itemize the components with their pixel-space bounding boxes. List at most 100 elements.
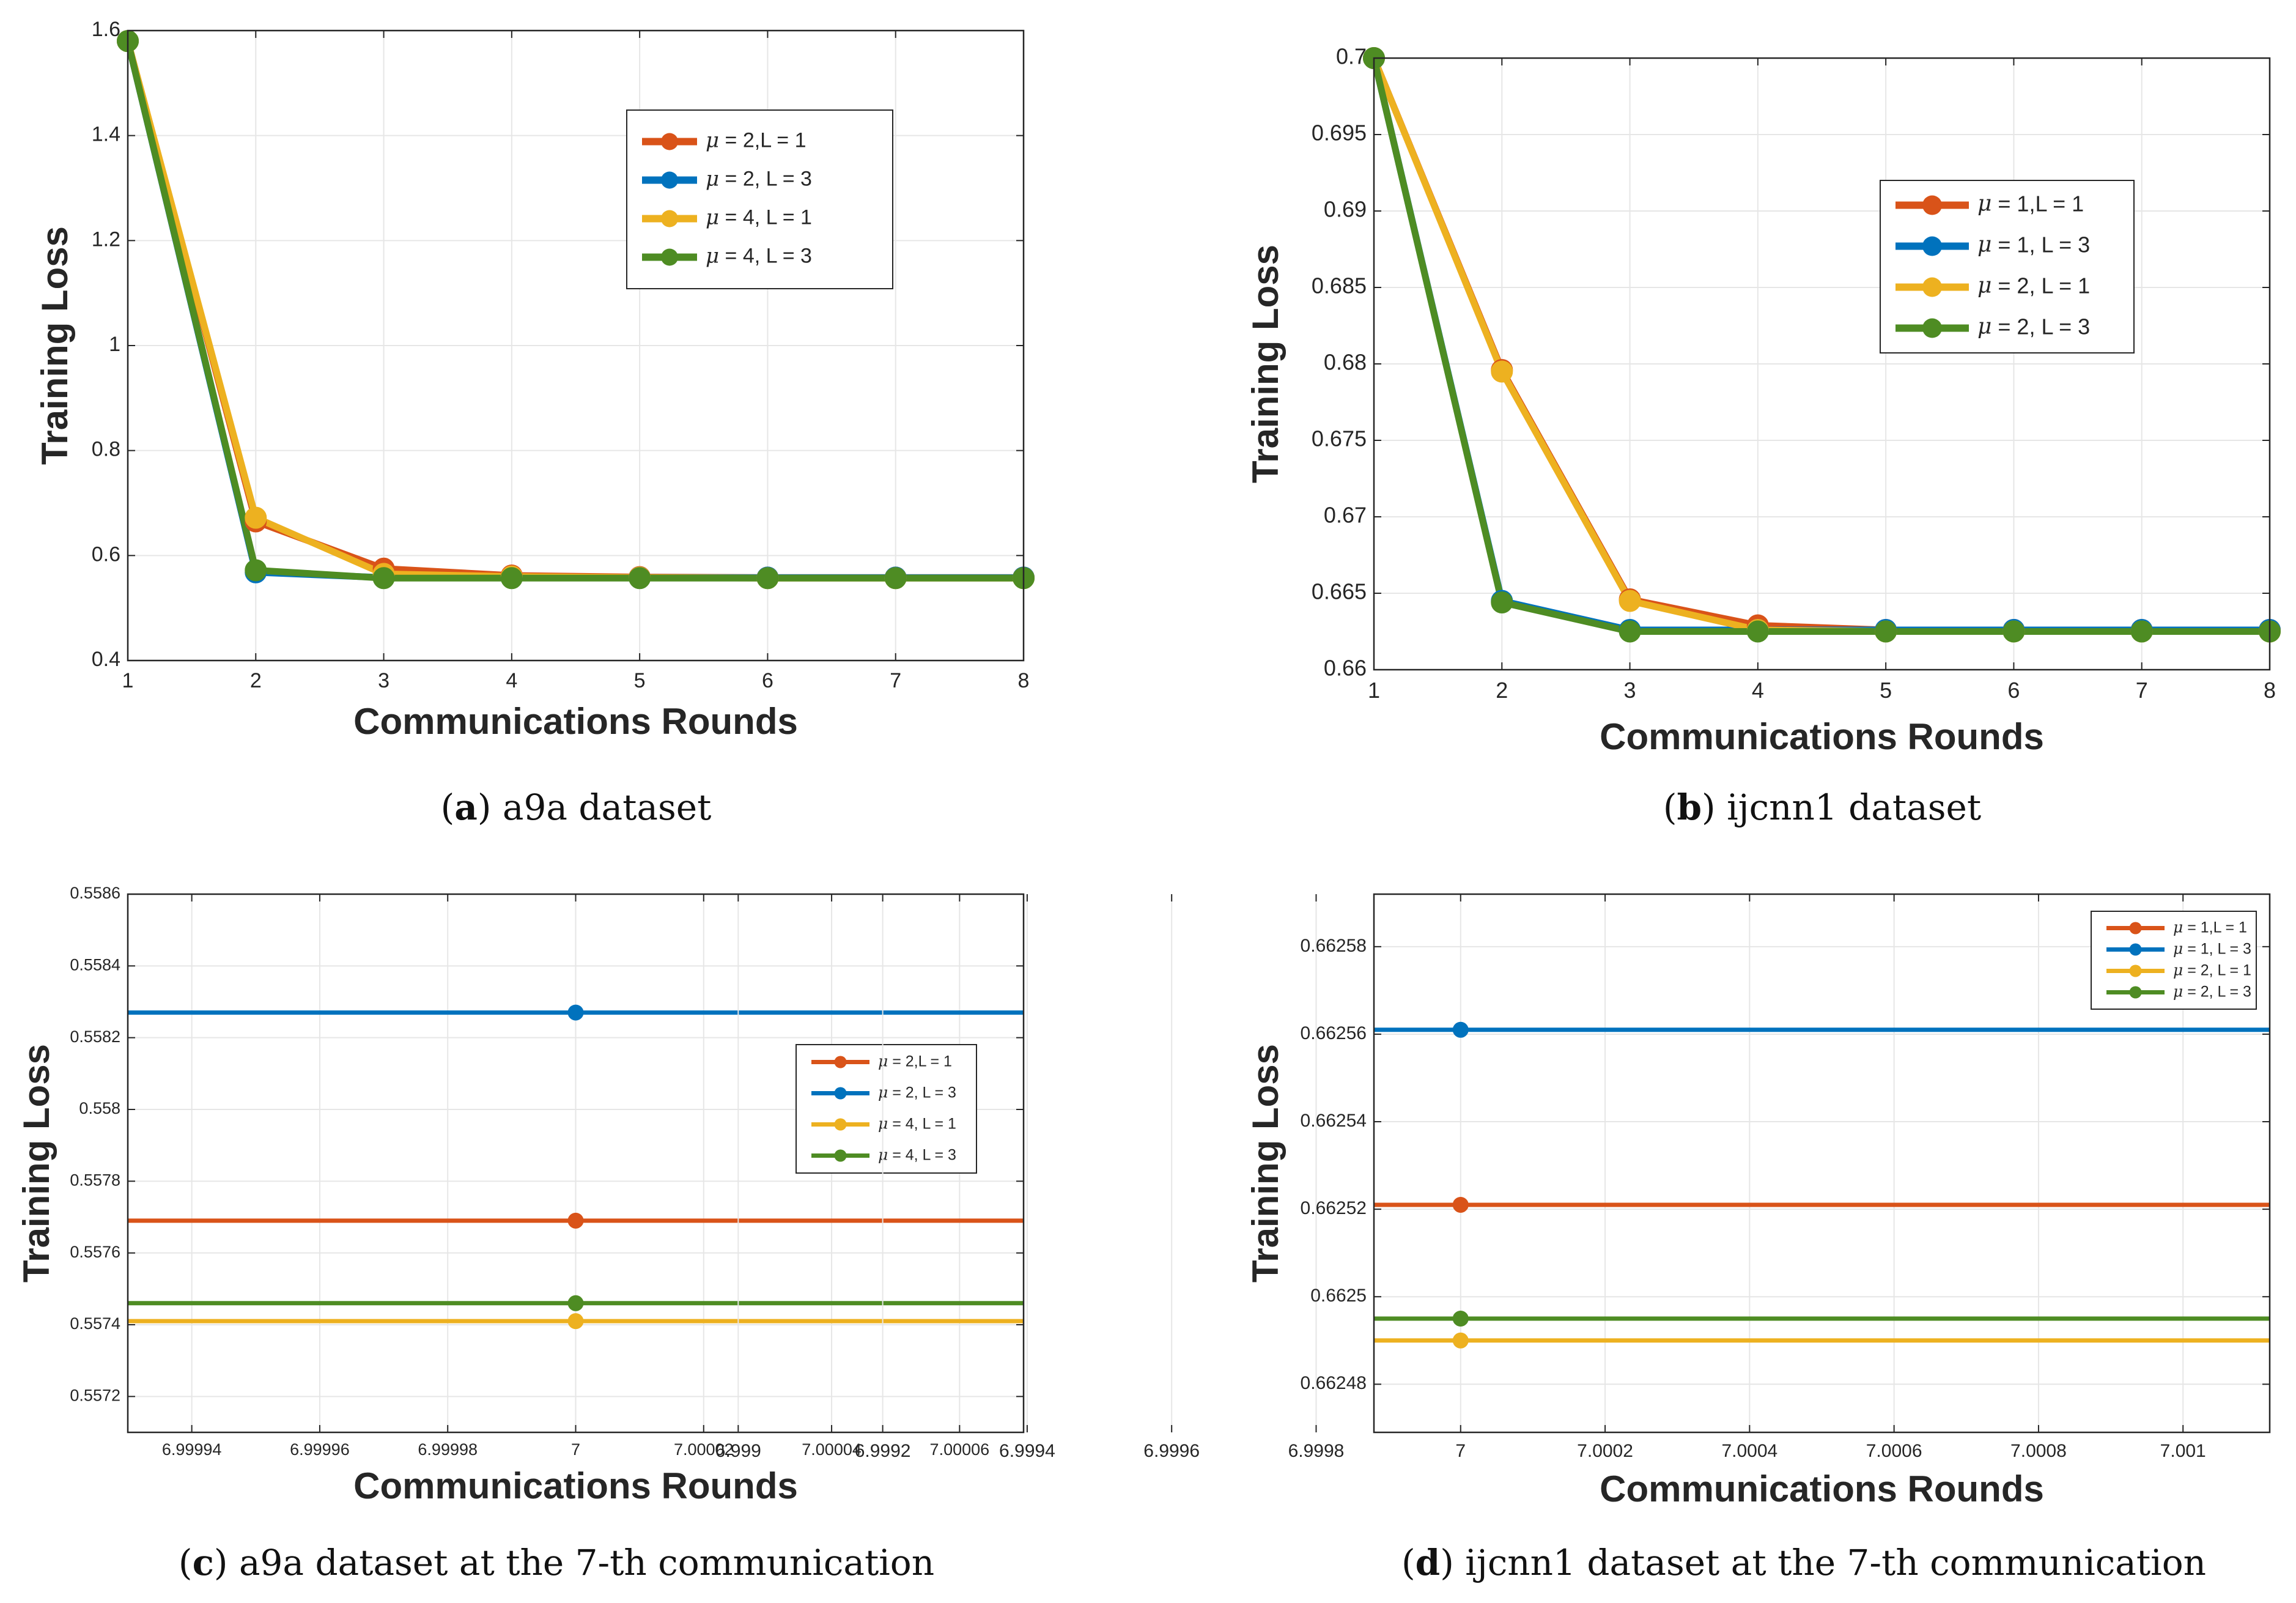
x-tick-label: 6.9994: [999, 1441, 1055, 1461]
legend-marker-orange: [2129, 922, 2142, 935]
legend-label: μ = 1, L = 3: [1977, 232, 2090, 257]
y-tick-label: 0.675: [1312, 426, 1367, 451]
legend-label: μ = 4, L = 3: [878, 1146, 956, 1163]
legend-label: μ = 2, L = 3: [706, 167, 812, 191]
y-tick-label: 0.5582: [70, 1027, 120, 1046]
x-tick-label: 7.00002: [674, 1440, 734, 1459]
data-point-yellow: [1491, 360, 1513, 383]
legend-marker-green: [661, 248, 678, 266]
y-tick-label: 0.6: [92, 542, 120, 566]
legend-marker-blue: [2129, 943, 2142, 956]
legend-label: μ = 2, L = 1: [2173, 961, 2251, 979]
y-tick-label: 0.66256: [1301, 1023, 1367, 1043]
legend-marker-blue: [661, 171, 678, 189]
x-tick-label: 7: [2136, 678, 2148, 703]
y-tick-label: 0.66258: [1301, 936, 1367, 956]
y-tick-label: 0.695: [1312, 120, 1367, 146]
y-tick-label: 1.4: [92, 123, 120, 146]
figure-caption: (b) ijcnn1 dataset: [1663, 787, 1981, 828]
x-tick-label: 7: [1455, 1441, 1466, 1461]
legend: μ = 2,L = 1 μ = 2, L = 3 μ = 4, L = 1 μ = 4…: [795, 1044, 977, 1174]
x-tick-label: 7.0002: [1577, 1441, 1633, 1461]
data-point-yellow: [567, 1313, 584, 1330]
x-tick-label: 2: [1496, 678, 1508, 703]
x-tick-label: 7: [571, 1440, 580, 1459]
legend-label: μ = 2, L = 3: [878, 1083, 956, 1101]
figure-caption: (d) ijcnn1 dataset at the 7-th communica…: [1401, 1542, 2206, 1583]
series-line-green: [1374, 58, 2270, 635]
y-tick-label: 0.69: [1324, 197, 1367, 222]
legend-marker-yellow: [2129, 964, 2142, 977]
data-point-green: [372, 567, 395, 590]
data-point-green: [1491, 591, 1513, 613]
x-tick-label: 2: [250, 669, 262, 692]
legend: μ = 1,L = 1 μ = 1, L = 3 μ = 2, L = 1 μ = 2…: [1880, 180, 2135, 354]
data-point-green: [756, 567, 779, 590]
chart-a: 1 2 3 4 5 6 7 8 0.4 0.6 0.8 1 1.2 1.4 1.6 Communication…: [34, 18, 1035, 828]
legend-label: μ = 4, L = 1: [706, 205, 812, 230]
y-tick-label: 0.66248: [1301, 1373, 1367, 1393]
y-tick-label: 0.66252: [1301, 1198, 1367, 1218]
y-axis-label: Training Loss: [1245, 1044, 1286, 1283]
axes-box: [1373, 893, 2271, 1434]
x-axis-label: Communications Rounds: [353, 1465, 798, 1506]
y-tick-label: 1.6: [92, 18, 120, 41]
legend-label: μ = 1,L = 1: [1977, 191, 2084, 216]
legend: μ = 2,L = 1 μ = 2, L = 3 μ = 4, L = 1 μ = 4…: [626, 109, 893, 289]
data-point-yellow: [1452, 1332, 1469, 1349]
y-tick-label: 1.2: [92, 228, 120, 251]
legend-marker-green: [1922, 318, 1942, 338]
chart-d: 6.999 6.9992 6.9994 6.9996 6.9998 7 7.0002 7.00…: [715, 893, 2271, 1583]
y-tick-label: 0.67: [1324, 503, 1367, 528]
x-tick-label: 4: [506, 669, 517, 692]
x-tick-label: 6.999: [715, 1441, 761, 1461]
x-axis-label: Communications Rounds: [1600, 716, 2044, 757]
x-tick-label: 3: [378, 669, 389, 692]
legend-label: μ = 4, L = 3: [706, 244, 812, 268]
data-point-green: [1619, 620, 1641, 643]
y-tick-label: 1: [109, 333, 120, 356]
data-point-green: [1746, 620, 1769, 643]
data-point-green: [245, 559, 267, 582]
legend-box: [795, 1044, 977, 1174]
legend-label: μ = 2,L = 1: [706, 128, 807, 153]
y-tick-label: 0.8: [92, 438, 120, 461]
data-point-green: [2003, 620, 2025, 643]
x-tick-label: 6.9998: [1288, 1441, 1345, 1461]
y-tick-label: 0.558: [79, 1099, 120, 1117]
x-axis-label: Communications Rounds: [353, 701, 798, 742]
legend-label: μ = 2,L = 1: [878, 1052, 952, 1070]
x-tick-label: 8: [2264, 678, 2276, 703]
legend-marker-green: [2129, 986, 2142, 999]
legend-marker-blue: [1922, 236, 1942, 256]
y-tick-label: 0.685: [1312, 273, 1367, 298]
x-tick-label: 7.0004: [1721, 1441, 1777, 1461]
data-point-green: [567, 1295, 584, 1311]
y-tick-label: 0.5576: [70, 1243, 120, 1261]
x-tick-label: 6.9996: [1143, 1441, 1200, 1461]
legend-marker-yellow: [1922, 277, 1942, 297]
legend-label: μ = 2, L = 3: [2173, 982, 2251, 1000]
x-tick-label: 5: [634, 669, 646, 692]
legend-box: [1880, 180, 2135, 354]
y-axis-label: Training Loss: [34, 226, 75, 465]
data-point-green: [1452, 1310, 1469, 1327]
data-point-green: [1875, 620, 1897, 643]
data-point-green: [2130, 620, 2153, 643]
legend-marker-yellow: [834, 1118, 847, 1131]
x-tick-label: 7.0006: [1866, 1441, 1922, 1461]
chart-b: 1 2 3 4 5 6 7 8 0.66 0.665 0.67 0.675 0.68 0.685 0.69 0…: [1245, 44, 2281, 828]
series-line-green: [128, 40, 1024, 582]
y-tick-label: 0.6625: [1310, 1286, 1367, 1306]
x-tick-label: 7.001: [2160, 1441, 2206, 1461]
x-tick-label: 7.00004: [802, 1440, 862, 1459]
data-point-green: [884, 567, 907, 590]
legend-marker-yellow: [661, 210, 678, 228]
figure-caption: (c) a9a dataset at the 7-th communicatio…: [179, 1542, 934, 1583]
data-point-yellow: [245, 506, 267, 529]
axes-box: [127, 29, 1025, 662]
x-tick-label: 5: [1880, 678, 1892, 703]
figure-caption: (a) a9a dataset: [441, 787, 712, 828]
series-group: [1374, 58, 2270, 635]
